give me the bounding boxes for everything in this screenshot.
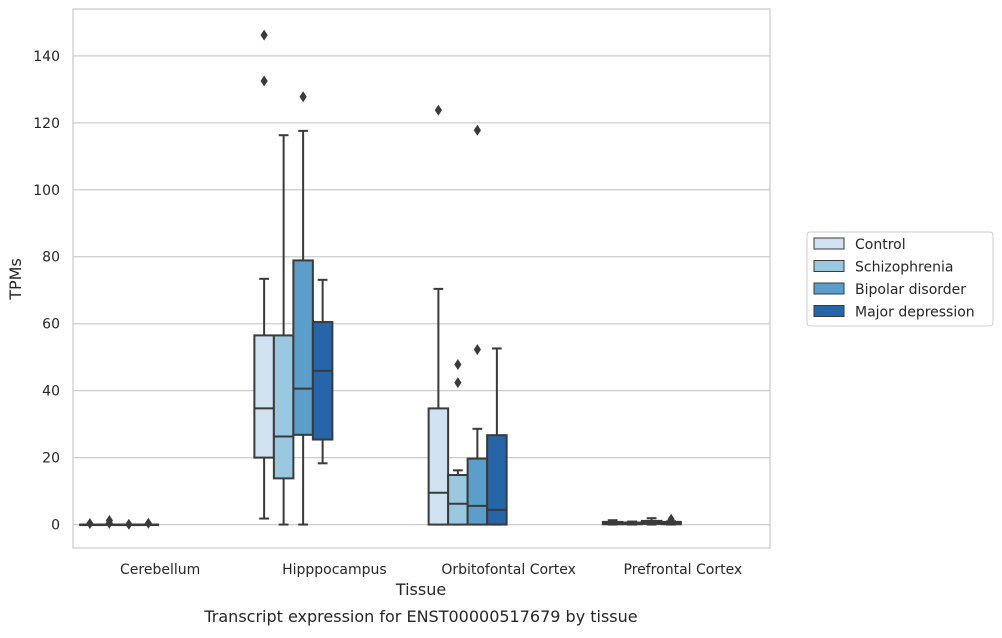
x-tick-label: Hipppocampus — [282, 562, 387, 578]
chart-caption: Transcript expression for ENST0000051767… — [203, 607, 637, 626]
legend-frame — [806, 231, 994, 327]
plot-frame — [72, 8, 771, 549]
outlier-marker — [667, 513, 675, 525]
outlier-marker — [454, 359, 462, 371]
box-control-1 — [253, 29, 275, 520]
box-body — [466, 457, 489, 526]
outlier-marker — [260, 75, 268, 87]
x-tick-labels: Cerebellum Hipppocampus Orbitofontal Corte… — [120, 562, 742, 578]
box-control-3 — [601, 519, 624, 526]
legend-label: Bipolar disorder — [855, 282, 966, 298]
legend-swatch — [813, 260, 845, 272]
legend-swatch — [813, 237, 845, 250]
outlier-marker — [473, 343, 481, 355]
legend-items: Control Schizophrenia Bipolar disorder Majo… — [813, 237, 975, 321]
outlier-marker — [299, 91, 307, 103]
box-bipolar-disorder-0 — [118, 518, 140, 530]
y-tick-label: 20 — [42, 451, 60, 467]
box-body — [486, 434, 508, 526]
box-body — [292, 259, 314, 436]
box-major-depression-0 — [137, 517, 160, 529]
box-bipolar-disorder-1 — [292, 91, 314, 526]
outlier-marker — [454, 377, 462, 389]
box-schizophrenia-2 — [447, 359, 469, 526]
y-tick-label: 80 — [42, 250, 60, 266]
box-schizophrenia-3 — [621, 520, 643, 526]
legend-label: Schizophrenia — [855, 260, 953, 276]
x-tick-label: Prefrontal Cortex — [624, 562, 743, 578]
outlier-marker — [434, 104, 442, 116]
box-schizophrenia-1 — [272, 134, 295, 526]
outlier-marker — [260, 29, 268, 41]
box-control-0 — [79, 518, 101, 530]
legend-label: Major depression — [855, 305, 975, 321]
y-tick-labels: 0 20 40 60 80 100 120 140 — [33, 49, 60, 534]
box-body — [447, 474, 469, 526]
box-body — [427, 407, 450, 526]
box-major-depression-1 — [311, 278, 334, 465]
outlier-marker — [473, 124, 481, 136]
y-tick-label: 40 — [42, 384, 60, 400]
x-tick-label: Orbitofontal Cortex — [441, 562, 576, 578]
box-bipolar-disorder-2 — [466, 124, 489, 526]
y-tick-label: 120 — [33, 116, 60, 132]
box-schizophrenia-0 — [98, 515, 121, 529]
y-tick-label: 140 — [33, 49, 60, 65]
y-axis-label: TPMs — [6, 258, 25, 301]
outlier-marker — [86, 518, 94, 530]
x-tick-label: Cerebellum — [120, 562, 200, 578]
box-body — [272, 334, 295, 480]
box-major-depression-2 — [486, 347, 508, 526]
x-axis-label: Tissue — [395, 580, 446, 599]
box-body — [253, 334, 275, 459]
box-control-2 — [427, 104, 450, 526]
y-tick-label: 0 — [51, 518, 60, 534]
legend-swatch — [813, 282, 845, 295]
legend-swatch — [813, 305, 845, 317]
y-tick-label: 60 — [42, 317, 60, 333]
outlier-marker — [105, 515, 113, 527]
box-bipolar-disorder-3 — [640, 517, 663, 526]
legend-label: Control — [855, 237, 906, 253]
box-major-depression-3 — [660, 513, 682, 526]
outlier-marker — [125, 518, 133, 530]
grid-layer — [73, 55, 770, 526]
legend: Control Schizophrenia Bipolar disorder Majo… — [806, 231, 994, 327]
box-body — [311, 321, 334, 441]
outlier-marker — [144, 517, 152, 529]
y-tick-label: 100 — [33, 183, 60, 199]
box-plot-layer — [79, 29, 682, 530]
